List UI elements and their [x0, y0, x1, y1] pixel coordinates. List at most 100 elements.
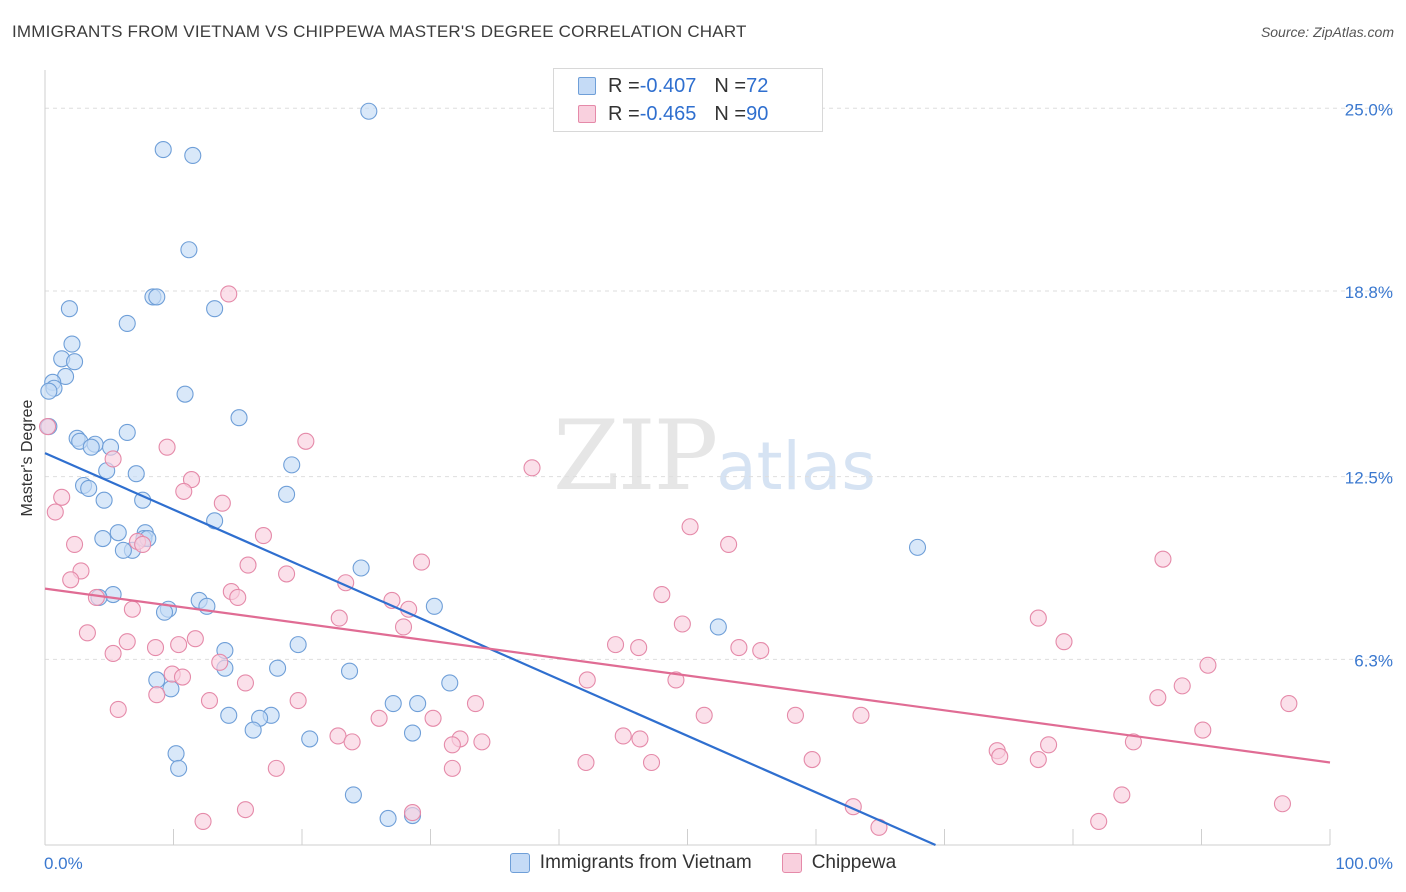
chippewa-point [370, 709, 388, 727]
vietnam-point [278, 485, 296, 503]
chippewa-point [146, 639, 165, 657]
chippewa-point [1090, 812, 1108, 830]
chippewa-point [175, 482, 193, 500]
chippewa-point [752, 641, 770, 660]
vietnam-point [170, 759, 188, 777]
stats-n-label: N = [714, 102, 747, 125]
vietnam-point [269, 659, 287, 677]
stats-r-label: R = [608, 102, 640, 125]
chippewa-point [78, 624, 96, 642]
vietnam-point [176, 385, 194, 403]
chippewa-point [66, 535, 84, 553]
chippewa-point [473, 733, 491, 751]
chippewa-point [1154, 550, 1172, 568]
stats-swatch-vietnam [578, 77, 596, 95]
vietnam-point [94, 529, 112, 548]
chart-legend: Immigrants from Vietnam Chippewa [0, 852, 1406, 874]
vietnam-point [104, 585, 122, 604]
chippewa-point [1194, 721, 1212, 739]
vietnam-point [127, 465, 145, 483]
vietnam-point [352, 559, 370, 577]
chippewa-point [134, 535, 152, 553]
vietnam-point [289, 636, 307, 654]
vietnam-point [220, 706, 238, 724]
vietnam-point [230, 409, 248, 427]
vietnam-point [301, 730, 319, 748]
vietnam-point [95, 491, 113, 509]
chippewa-point [673, 615, 691, 633]
chippewa-point [786, 706, 804, 724]
chippewa-point [236, 674, 255, 692]
y-tick-label: 18.8% [1345, 283, 1393, 302]
chippewa-point [1173, 677, 1191, 695]
chippewa-point [109, 700, 127, 718]
vietnam-point [206, 300, 224, 318]
chippewa-point [158, 438, 176, 456]
chart-source: Source: ZipAtlas.com [1260, 24, 1394, 40]
vietnam-point [709, 618, 727, 636]
stats-r-label: R = [608, 74, 640, 97]
vietnam-point [66, 353, 84, 371]
chippewa-point [194, 812, 212, 830]
vietnam-point [154, 141, 172, 159]
chippewa-point [39, 418, 57, 436]
vietnam-point [425, 597, 443, 615]
chippewa-point [443, 759, 461, 777]
stats-legend-box: R = -0.407 N = 72 R = -0.465 N = 90 [553, 68, 823, 132]
chippewa-point [62, 571, 80, 589]
watermark: ZIPatlas [553, 400, 876, 512]
chippewa-point [211, 653, 229, 671]
legend-label-chippewa: Chippewa [811, 852, 897, 873]
chippewa-point [170, 636, 188, 654]
chippewa-point [104, 644, 122, 663]
chippewa-point [730, 639, 748, 657]
chippewa-point [852, 706, 870, 724]
legend-item-vietnam[interactable]: Immigrants from Vietnam [509, 852, 752, 874]
chippewa-point [330, 609, 348, 627]
chippewa-point [681, 518, 699, 536]
vietnam-point [118, 314, 136, 332]
chippewa-point [991, 748, 1009, 766]
vietnam-point [82, 438, 100, 456]
chippewa-point [239, 556, 257, 574]
chippewa-point [148, 686, 166, 704]
chippewa-point [412, 553, 431, 571]
vietnam-point [148, 288, 166, 306]
chippewa-point [803, 750, 821, 769]
chippewa-point [1273, 795, 1292, 813]
chippewa-point [394, 618, 413, 636]
chippewa-point [87, 588, 105, 607]
vietnam-point [360, 102, 378, 120]
vietnam-point [340, 662, 359, 680]
chippewa-point [630, 639, 648, 657]
chippewa-point [606, 636, 625, 654]
vietnam-point [40, 382, 58, 400]
chippewa-point [46, 503, 64, 521]
chippewa-point [578, 671, 596, 689]
chippewa-point [1040, 736, 1058, 754]
chippewa-point [173, 668, 192, 686]
stats-r-value: -0.465 [639, 102, 697, 125]
vietnam-point [403, 724, 422, 742]
chippewa-point [104, 450, 122, 468]
chippewa-point [53, 488, 71, 506]
vietnam-point [118, 423, 136, 442]
stats-n-label: N = [714, 74, 747, 97]
chippewa-point [123, 600, 141, 618]
chippewa-point [289, 692, 307, 710]
stats-swatch-chippewa [578, 105, 596, 123]
stats-n-value: 90 [746, 102, 769, 125]
vietnam-point [244, 721, 262, 739]
vietnam-point [63, 335, 81, 353]
chippewa-point [1029, 609, 1047, 627]
legend-item-chippewa[interactable]: Chippewa [781, 852, 897, 874]
vietnam-point [167, 745, 185, 763]
chippewa-trend-line [44, 587, 1331, 764]
chippewa-point [1124, 733, 1142, 751]
chippewa-point [278, 565, 296, 583]
vietnam-point [148, 671, 166, 689]
x-tick-label: 0.0% [44, 854, 83, 873]
chippewa-point [220, 285, 238, 303]
chippewa-point [254, 527, 273, 545]
